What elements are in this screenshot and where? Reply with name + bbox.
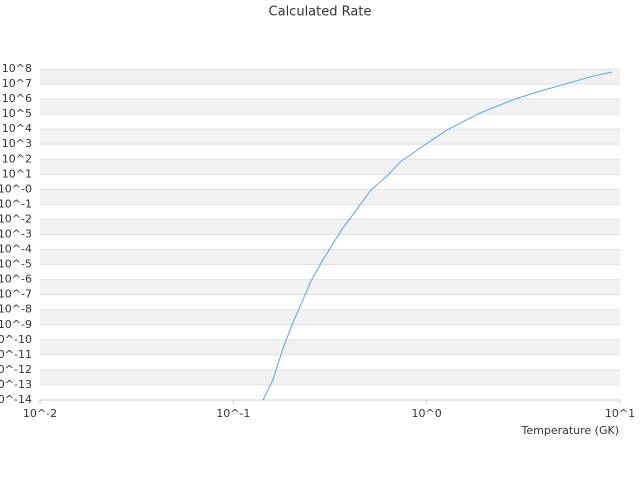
x-tick-label: 10^1 <box>605 407 635 420</box>
grid-band <box>40 369 620 385</box>
y-tick-label: 10^-9 <box>0 318 32 331</box>
grid-band <box>40 339 620 355</box>
grid-band <box>40 219 620 235</box>
grid-band <box>40 309 620 325</box>
grid-band <box>40 99 620 115</box>
grid-band <box>40 69 620 85</box>
grid-band <box>40 129 620 145</box>
y-tick-label: 10^-13 <box>0 378 32 391</box>
x-tick-label: 10^-2 <box>23 407 57 420</box>
x-axis-label: Temperature (GK) <box>521 424 620 437</box>
x-tick-label: 10^0 <box>412 407 442 420</box>
y-tick-label: 10^4 <box>2 122 32 135</box>
y-tick-label: 10^-2 <box>0 212 32 225</box>
y-tick-label: 10^-1 <box>0 197 32 210</box>
y-tick-label: 10^7 <box>2 77 32 90</box>
y-tick-label: 10^8 <box>2 62 32 75</box>
y-tick-label: 10^-6 <box>0 273 32 286</box>
y-tick-label: 10^-3 <box>0 228 32 241</box>
data-line <box>262 71 613 400</box>
y-tick-label: 10^-0 <box>0 182 32 195</box>
y-tick-label: 10^-4 <box>0 243 32 256</box>
y-tick-label: 10^-5 <box>0 258 32 271</box>
y-tick-label: 10^2 <box>2 152 32 165</box>
y-tick-label: 10^5 <box>2 107 32 120</box>
chart-title: Calculated Rate <box>269 5 372 20</box>
y-tick-label: 10^-10 <box>0 333 32 346</box>
y-tick-label: 10^3 <box>2 137 32 150</box>
y-tick-label: 10^-11 <box>0 348 32 361</box>
grid-band <box>40 159 620 175</box>
grid-band <box>40 189 620 205</box>
y-tick-label: 10^-8 <box>0 303 32 316</box>
y-tick-label: 10^-14 <box>0 393 32 406</box>
grid-band <box>40 279 620 295</box>
y-tick-label: 10^1 <box>2 167 32 180</box>
y-tick-label: 10^6 <box>2 92 32 105</box>
x-tick-label: 10^-1 <box>216 407 250 420</box>
y-tick-label: 10^-7 <box>0 288 32 301</box>
y-tick-label: 10^-12 <box>0 363 32 376</box>
grid-band <box>40 249 620 265</box>
